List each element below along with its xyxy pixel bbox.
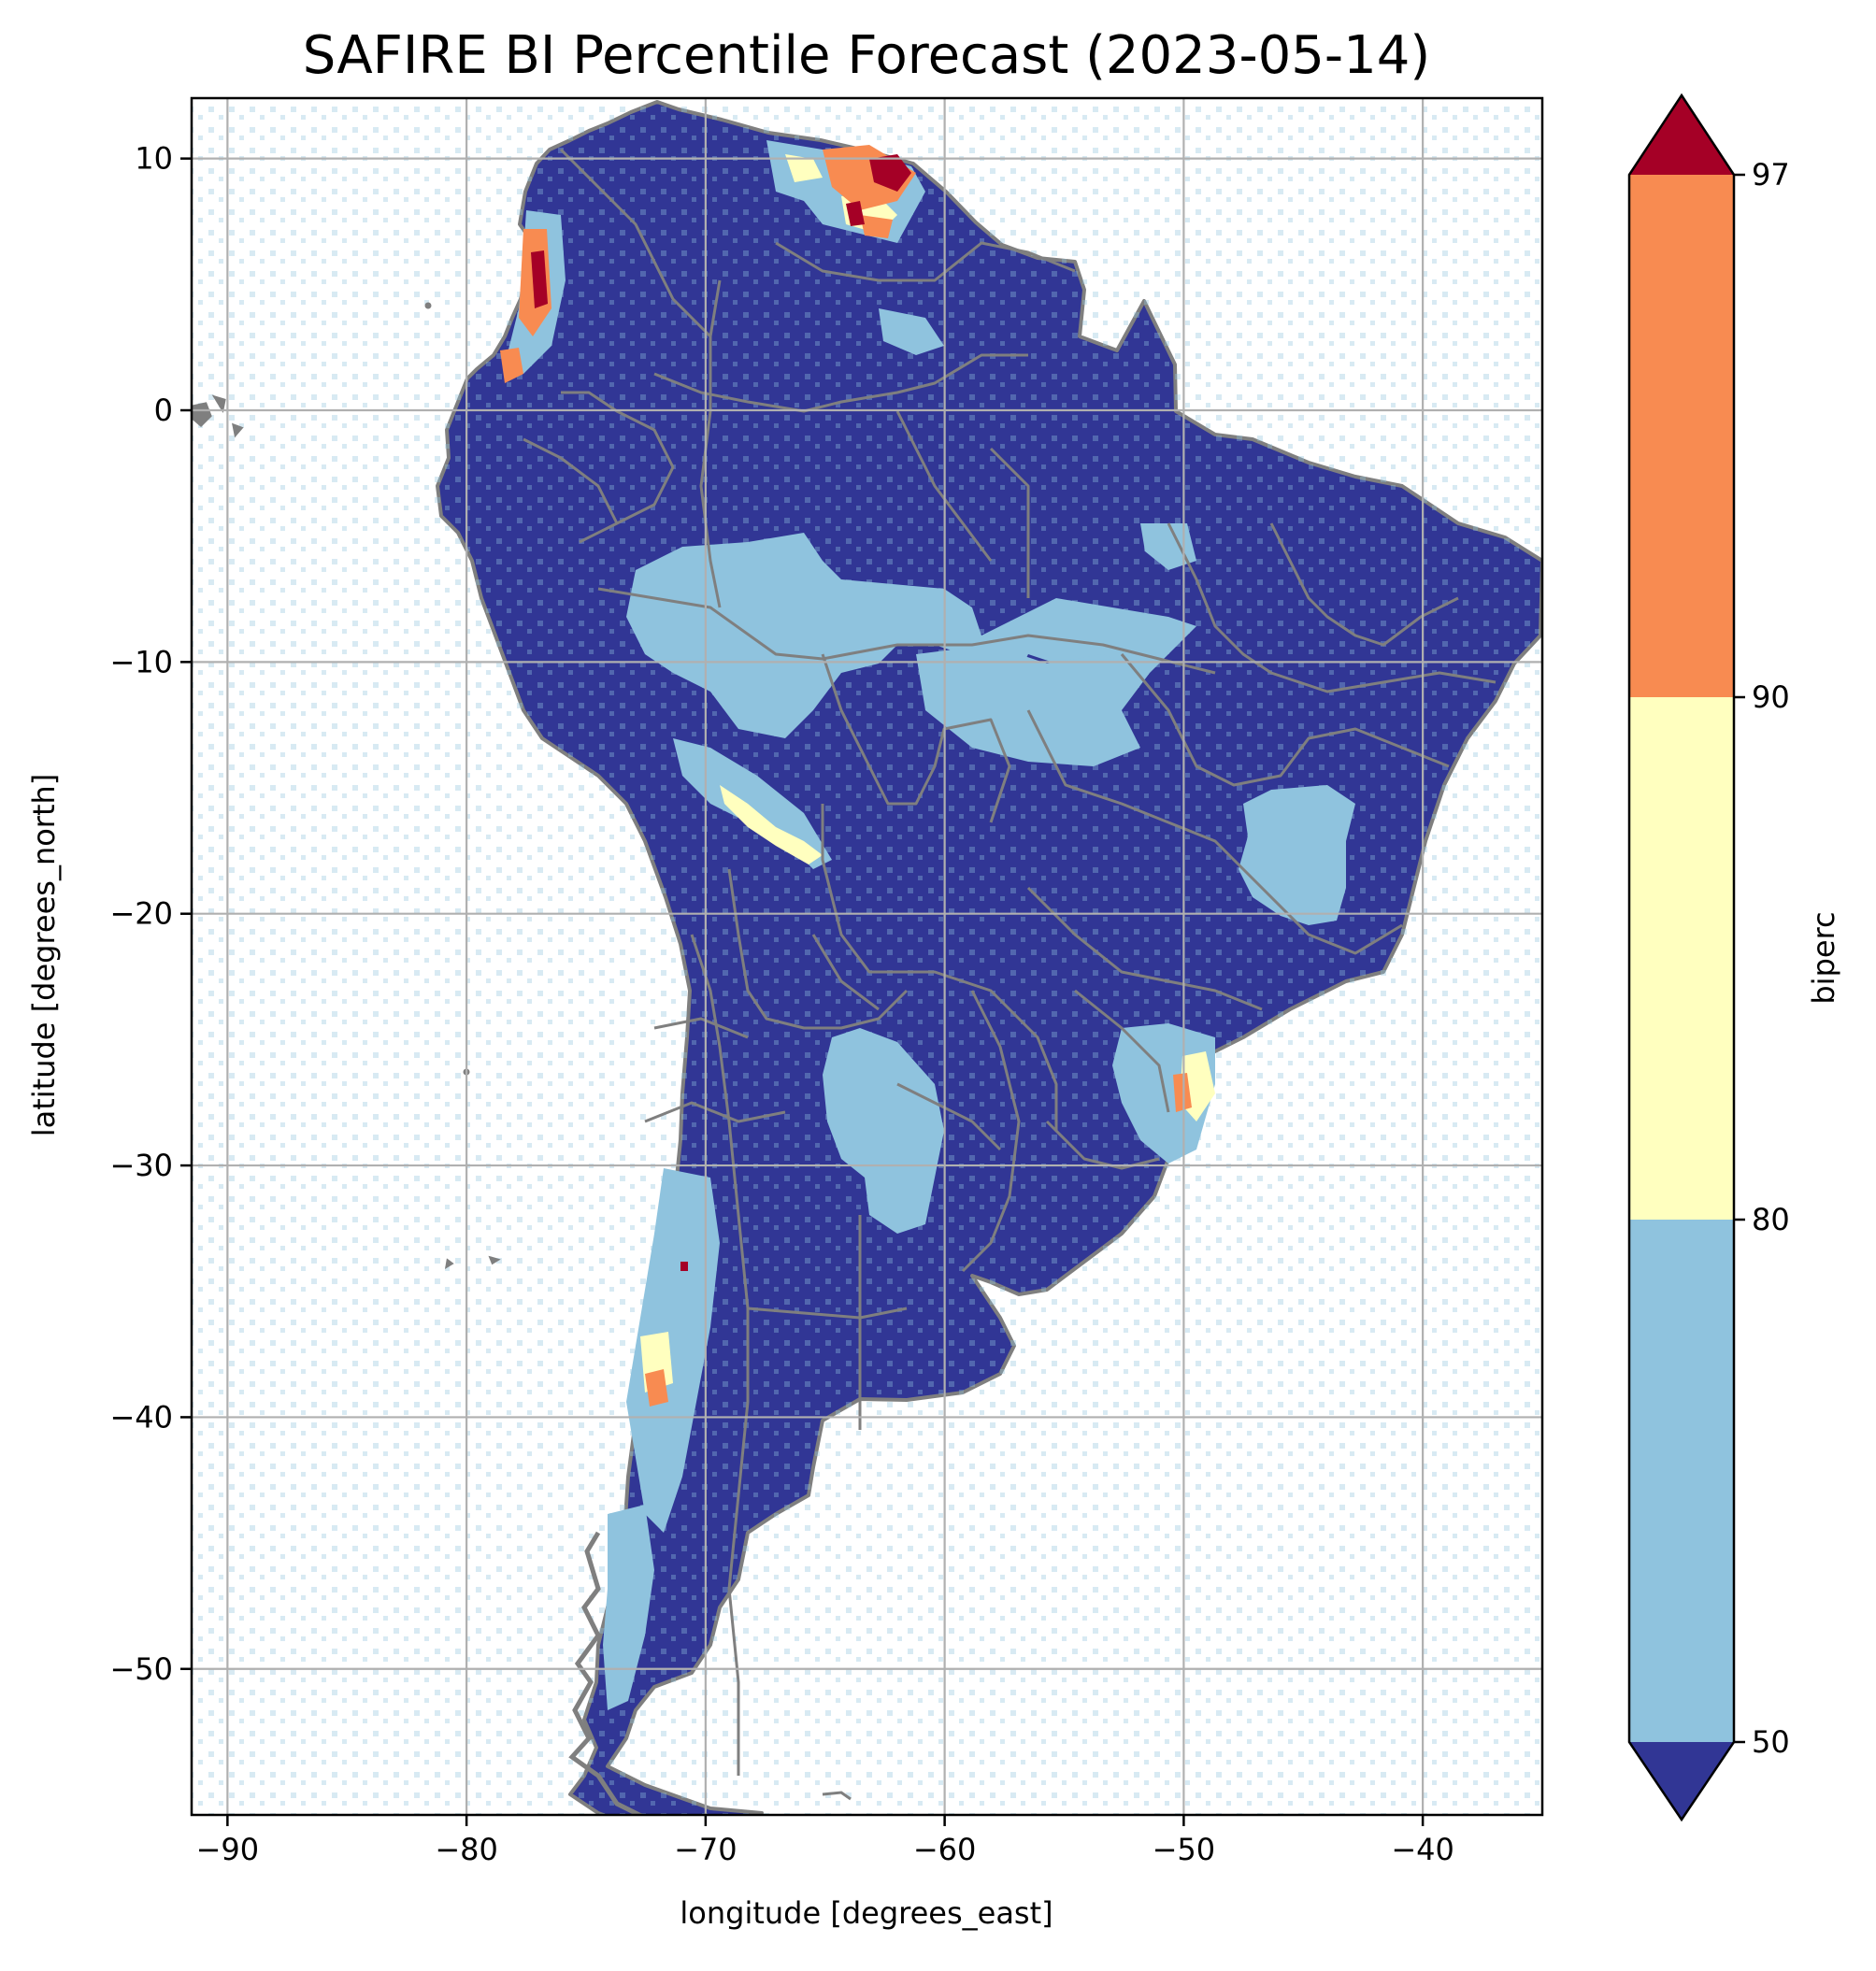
colorbar-extend-top [1629,95,1734,175]
y-axis-ticks: 10 0 −10 −20 −30 −40 −50 [109,141,192,1687]
colorbar-tick-50: 50 [1752,1724,1790,1760]
colorbar-segment-50-80 [1629,1220,1734,1742]
category-above-97-regions [531,154,911,1271]
hotspot-venezuela-north-yellow [785,154,823,182]
y-tick-label: −10 [109,644,173,679]
speckle-texture [192,98,1542,1815]
hotspot-chile-orange [645,1369,668,1407]
colorbar-tick-80: 80 [1752,1202,1790,1237]
borders [523,148,1497,1776]
hotspot-chile-red [680,1262,688,1271]
y-tick-label: −50 [109,1651,173,1687]
islands [192,302,852,1815]
x-axis-label: longitude [degrees_east] [680,1895,1053,1931]
juan-fernandez-islands [444,1255,501,1269]
colorbar: 97 90 80 50 biperc [1627,93,1841,1822]
y-tick-label: −20 [109,896,173,932]
hotspot-venezuela-orange-south [860,215,893,238]
x-tick-label: −50 [1153,1832,1216,1867]
x-tick-label: −80 [435,1832,498,1867]
hotspot-brazil-orange [1173,1073,1192,1112]
y-tick-label: 0 [154,393,173,428]
hotspot-venezuela-red [869,154,911,192]
x-axis-ticks: −90 −80 −70 −60 −50 −40 [196,1815,1454,1867]
colorbar-tick-90: 90 [1752,679,1790,715]
colorbar-segment-80-90 [1629,697,1734,1220]
y-axis-label: latitude [degrees_north] [26,774,62,1137]
colorbar-tick-97: 97 [1752,157,1790,193]
hotspot-andes-yellow [720,785,823,864]
chart-title: SAFIRE BI Percentile Forecast (2023-05-1… [303,25,1430,86]
falkland-like-island [822,1791,852,1801]
plot-frame [190,96,1544,1817]
gridlines [192,98,1542,1815]
x-tick-label: −40 [1391,1832,1454,1867]
colorbar-segment-90-97 [1629,175,1734,697]
colorbar-extend-bottom [1629,1742,1734,1820]
x-tick-label: −60 [913,1832,977,1867]
chile-fjords [568,1531,645,1815]
hotspot-colombia-red [531,250,548,308]
y-tick-label: 10 [135,141,173,177]
hotspot-ecuador-orange [500,348,523,383]
galapagos-islands [192,394,244,438]
island-malpelo [424,302,432,309]
x-tick-label: −70 [674,1832,738,1867]
y-tick-label: −30 [109,1148,173,1183]
hotspot-venezuela-red-2 [846,201,865,226]
plot-area: −90 −80 −70 −60 −50 −40 10 0 −10 −20 −30 −40 −50 [109,96,1544,1867]
y-tick-label: −40 [109,1399,173,1435]
colorbar-ticks [1734,173,1745,1744]
x-tick-label: −90 [196,1832,260,1867]
colorbar-label: biperc [1806,911,1841,1004]
